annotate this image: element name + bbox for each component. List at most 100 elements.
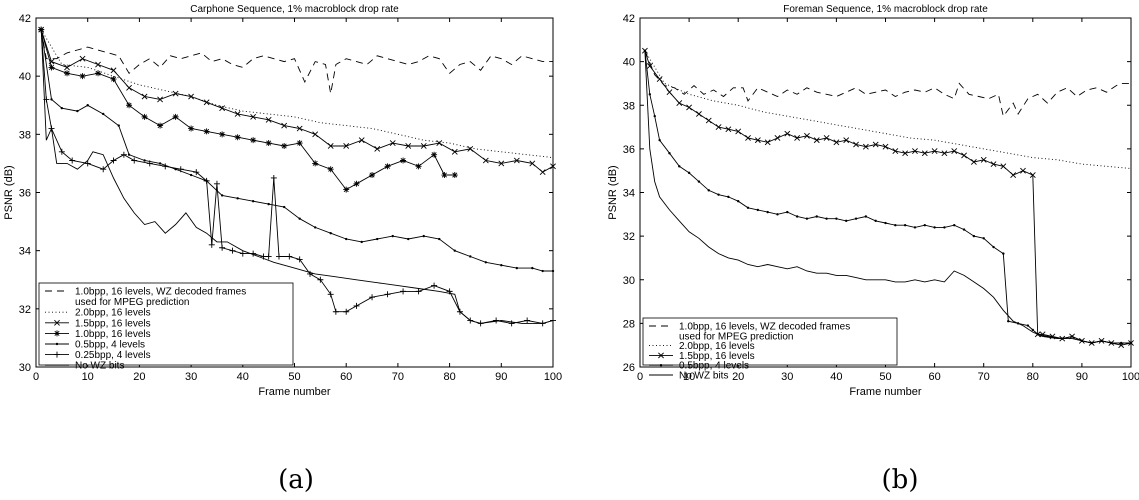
marker-asterisk [54,330,60,337]
marker-x [715,124,722,130]
marker-x [902,150,909,157]
marker-dot [894,224,897,227]
chart-title: Foreman Sequence, 1% macroblock drop rat… [783,4,988,15]
marker-dot [727,195,730,199]
x-tick-label: 50 [288,371,300,383]
x-tick-label: 40 [830,371,842,383]
marker-asterisk [172,113,179,120]
series-5 [644,50,1131,344]
marker-asterisk [110,76,117,83]
marker-asterisk [353,180,360,187]
marker-dot [531,266,534,270]
marker-asterisk [441,172,448,179]
marker-dot [707,189,710,192]
legend-box [38,282,294,366]
marker-x [467,145,474,152]
marker-x [656,76,663,82]
marker-plus [317,276,324,283]
marker-dot [551,269,555,273]
marker-dot [776,213,779,216]
marker-asterisk [234,134,241,141]
x-axis-label: Frame number [849,386,921,398]
marker-x [823,135,830,141]
marker-x [725,126,732,133]
marker-plus [400,288,407,295]
marker-dot [923,224,926,227]
marker-x [990,161,997,168]
legend-label: 1.5bpp, 16 levels [679,351,755,362]
marker-plus [369,294,376,301]
panel-label: (a) [278,465,314,495]
marker-plus [131,157,138,164]
marker-dot [678,165,681,168]
marker-dot [345,237,348,241]
marker-x [529,160,536,167]
legend-entry: No WZ bits [45,361,124,372]
marker-x [250,113,257,120]
x-tick-label: 80 [1027,371,1039,383]
marker-dot [469,255,472,258]
marker-x [931,148,938,154]
marker-plus [493,317,500,324]
marker-dot [982,237,985,240]
marker-x [705,117,712,124]
marker-plus [229,247,236,254]
marker-dot [76,109,79,113]
marker-asterisk [188,125,195,132]
marker-dot [453,249,456,252]
marker-asterisk [219,131,226,138]
x-tick-label: 60 [340,371,352,383]
marker-dot [737,200,740,203]
legend: 1.0bpp, 16 levels, WZ decoded framesused… [642,317,898,382]
series-3 [38,26,556,176]
marker-dot [953,224,956,227]
marker-asterisk [79,73,86,80]
marker-dot [687,171,691,175]
legend-entry: 0.25bpp, 4 levels [45,350,151,361]
marker-x [774,135,781,141]
marker-x [327,143,334,149]
legend-label: 0.5bpp, 4 levels [679,361,749,372]
series-line [40,29,553,272]
legend-label: No WZ bits [75,361,124,372]
series-line [40,29,554,159]
legend-entry: 1.5bpp, 16 levels [45,318,151,329]
marker-plus [208,241,215,248]
marker-dot [422,234,425,238]
marker-dot [298,217,301,220]
y-axis-label: PSNR (dB) [3,165,15,219]
marker-x [784,130,791,137]
marker-x [281,122,288,129]
marker-dot [903,224,907,227]
marker-dot [668,152,671,155]
marker-plus [550,317,556,324]
series-2 [40,29,554,159]
series-line [644,50,1131,118]
y-tick-label: 38 [19,129,31,141]
marker-plus [203,177,210,184]
x-tick-label: 100 [544,371,562,383]
chart-panel-b: 0 10 20 30 40 50 60 70 80 90 100 26 28 30 32 34 36 38 40 42… [607,4,1139,495]
series-5 [39,28,555,273]
marker-x [941,150,948,157]
marker-x [1000,163,1007,170]
marker-x [882,143,889,150]
legend-label: 1.0bpp, 16 levels [75,329,151,340]
series-3 [641,47,1134,349]
legend-label: 1.5bpp, 16 levels [75,318,151,329]
marker-x [912,148,918,154]
series-line [40,29,554,324]
marker-plus [327,291,334,298]
marker-x [980,156,987,163]
x-tick-label: 90 [495,371,507,383]
marker-x [813,137,820,144]
y-tick-label: 42 [623,13,635,25]
marker-x [436,140,443,146]
marker-plus [332,308,339,315]
marker-plus [120,151,127,158]
marker-plus [384,291,391,298]
marker-x [1010,172,1017,178]
marker-x [188,93,195,100]
marker-dot [1026,324,1030,327]
